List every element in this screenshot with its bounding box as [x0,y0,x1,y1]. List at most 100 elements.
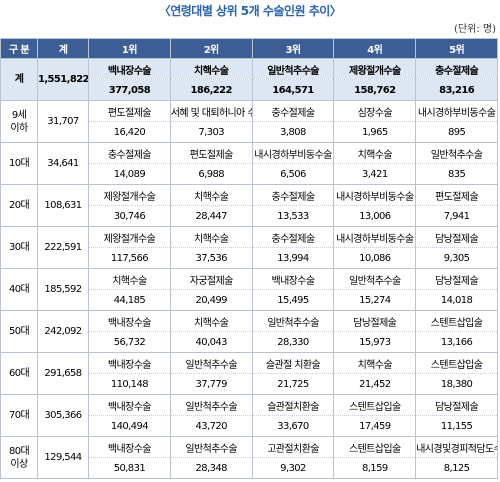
row-names: 30대 222,591 제왕절개수술 치핵수술 충수절제술 내시경하부비동수술 담낭절제술 [0,226,498,269]
surgery-count: 37,536 [169,247,253,269]
row-label: 70대 [0,394,38,437]
row-sum: 31,707 [37,100,89,143]
surgery-name: 편도절제술 [88,100,171,122]
surgery-count: 43,720 [169,415,253,437]
surgery-name: 충수절제술 [251,100,335,122]
surgery-count: 21,725 [251,373,335,395]
surgery-count: 13,994 [251,247,335,269]
header-cell: 3위 [251,38,335,59]
surgery-count: 110,148 [88,373,171,395]
surgery-name: 일반척추수술 [169,394,253,416]
row-names: 70대 305,366 백내장수술 일반척추수술 슬관절치환술 스텐트삽입술 담낭절제술 [0,394,498,437]
row-counts: 117,566 37,536 13,994 10,086 9,305 [1,247,498,269]
surgery-count: 13,006 [333,205,417,227]
row-label: 9세 이하 [0,100,38,143]
surgery-count: 50,831 [88,457,171,479]
surgery-count: 9,302 [251,457,335,479]
surgery-name: 스텐트삽입술 [415,352,498,374]
surgery-name: 제왕절개수술 [88,184,171,206]
surgery-name: 백내장수술 [251,268,335,290]
surgery-name: 충수절제술 [251,184,335,206]
surgery-count: 9,305 [415,247,498,269]
surgery-name: 심장수술 [333,100,417,122]
surgery-name: 치핵수술 [169,58,253,80]
unit: (단위: 명) [454,24,496,35]
row-names: 50대 242,092 백내장수술 치핵수술 일반척추수술 담낭절제술 스텐트삽입술 [0,310,498,353]
surgery-name: 고관절치환술 [251,436,335,458]
surgery-name: 내시경및경피적담도수술 [415,436,498,458]
row-counts: 44,185 20,499 15,495 15,274 14,018 [1,289,498,311]
surgery-count: 164,571 [251,79,335,101]
surgery-count: 835 [415,163,498,185]
surgery-count: 40,043 [169,331,253,353]
surgery-count: 10,086 [333,247,417,269]
surgery-count: 16,420 [88,121,171,143]
surgery-count: 11,155 [415,415,498,437]
row-counts: 30,746 28,447 13,533 13,006 7,941 [1,205,498,227]
title: 〈연령대별 상위 5개 수술인원 추이〉 [158,4,342,18]
row-label: 10대 [0,142,38,185]
surgery-name: 담낭절제술 [415,394,498,416]
surgery-count: 6,506 [251,163,335,185]
surgery-count: 83,216 [415,79,498,101]
surgery-count: 33,670 [251,415,335,437]
header-cell: 4위 [333,38,417,59]
row-sum: 242,092 [37,310,89,353]
surgery-name: 일반척추수술 [251,310,335,332]
surgery-count: 186,222 [169,79,253,101]
row-label: 60대 [0,352,38,395]
surgery-count: 140,494 [88,415,171,437]
row-sum: 129,544 [37,436,89,479]
surgery-name: 일반척추수술 [169,436,253,458]
row-sum: 34,641 [37,142,89,185]
surgery-name: 내시경하부비동수술 [415,100,498,122]
surgery-name: 슬관절치환술 [251,394,335,416]
surgery-count: 13,533 [251,205,335,227]
surgery-count: 37,779 [169,373,253,395]
surgery-count: 18,380 [415,373,498,395]
surgery-name: 일반척추수술 [251,58,335,80]
row-counts: 16,420 7,303 3,808 1,965 895 [1,121,498,143]
row-label: 40대 [0,268,38,311]
surgery-table: 구 분 계 1위 2위 3위 4위 5위 계 1,551,822 백내장수술 치핵수술 일반척추수술… [0,38,498,479]
surgery-count: 14,089 [88,163,171,185]
surgery-count: 8,125 [415,457,498,479]
surgery-count: 28,330 [251,331,335,353]
surgery-name: 백내장수술 [88,310,171,332]
surgery-name: 스텐트삽입술 [333,436,417,458]
surgery-name: 충수절제술 [415,58,498,80]
surgery-name: 제왕절개수술 [88,226,171,248]
surgery-count: 117,566 [88,247,171,269]
surgery-count: 8,159 [333,457,417,479]
row-names: 20대 108,631 제왕절개수술 치핵수술 충수절제술 내시경하부비동수술 편도절제술 [0,184,498,227]
surgery-name: 치핵수술 [333,142,417,164]
row-names: 10대 34,641 충수절제술 편도절제술 내시경하부비동수술 치핵수술 일반척추수술 [0,142,498,185]
surgery-name: 일반척추수술 [415,142,498,164]
surgery-count: 15,973 [333,331,417,353]
surgery-name: 백내장수술 [88,394,171,416]
surgery-count: 44,185 [88,289,171,311]
row-label: 80대 이상 [0,436,38,479]
surgery-count: 14,018 [415,289,498,311]
row-sum: 305,366 [37,394,89,437]
surgery-name: 치핵수술 [88,268,171,290]
surgery-name: 담낭절제술 [415,268,498,290]
header-cell: 5위 [415,38,498,59]
surgery-count: 6,988 [169,163,253,185]
surgery-count: 7,941 [415,205,498,227]
surgery-name: 편도절제술 [415,184,498,206]
surgery-name: 내시경하부비동수술 [251,142,335,164]
surgery-name: 내시경하부비동수술 [333,184,417,206]
surgery-name: 충수절제술 [251,226,335,248]
surgery-name: 담낭절제술 [415,226,498,248]
surgery-count: 28,447 [169,205,253,227]
surgery-name: 자궁절제술 [169,268,253,290]
row-label: 30대 [0,226,38,269]
header-cell: 구 분 [0,38,38,59]
surgery-name: 제왕절개수술 [333,58,417,80]
row-names: 40대 185,592 치핵수술 자궁절제술 백내장수술 일반척추수술 담낭절제술 [0,268,498,311]
surgery-count: 895 [415,121,498,143]
header-cell: 계 [37,38,89,59]
header-cell: 1위 [88,38,171,59]
